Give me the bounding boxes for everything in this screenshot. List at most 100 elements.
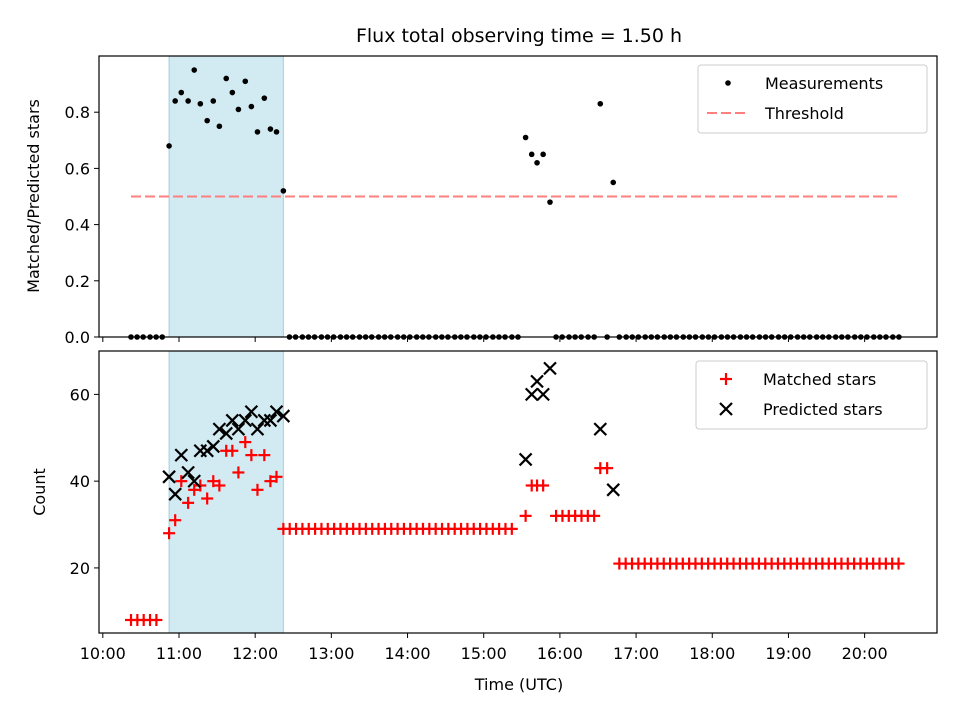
predicted-star-marker bbox=[168, 487, 182, 501]
matched-star-marker bbox=[519, 509, 532, 522]
x-tick-label: 11:00 bbox=[156, 644, 202, 663]
top-legend-box bbox=[697, 64, 928, 134]
matched-star-marker bbox=[232, 466, 245, 479]
x-axis-label: Time (UTC) bbox=[474, 675, 563, 694]
predicted-star-marker bbox=[225, 413, 240, 428]
top-y-axis-label: Matched/Predicted stars bbox=[24, 99, 43, 293]
measurement-point bbox=[210, 98, 217, 104]
matched-star-marker bbox=[182, 496, 195, 509]
measurement-point bbox=[185, 98, 191, 104]
matched-star-marker bbox=[150, 613, 163, 626]
measurement-point bbox=[540, 151, 546, 158]
x-tick-label: 13:00 bbox=[308, 644, 354, 663]
measurement-point bbox=[547, 199, 553, 205]
measurement-point bbox=[534, 159, 540, 166]
predicted-star-marker bbox=[174, 448, 189, 462]
predicted-star-marker bbox=[606, 483, 621, 497]
legend-predicted-marker bbox=[719, 402, 733, 416]
matched-star-marker bbox=[588, 509, 601, 522]
bottom-y-axis-label: Count bbox=[30, 468, 49, 516]
measurement-point bbox=[223, 75, 230, 82]
measurement-point bbox=[610, 179, 617, 186]
predicted-star-marker bbox=[212, 422, 227, 436]
measurement-point bbox=[242, 78, 249, 85]
predicted-star-marker bbox=[200, 444, 214, 458]
predicted-star-marker bbox=[593, 422, 608, 436]
x-tick-label: 17:00 bbox=[613, 644, 659, 663]
predicted-star-marker bbox=[206, 439, 221, 454]
top-y-ticks: 0.0 0.2 0.4 0.6 0.8 bbox=[65, 103, 99, 347]
matched-star-marker bbox=[258, 449, 271, 462]
measurement-point bbox=[197, 100, 204, 107]
x-tick-label: 10:00 bbox=[80, 644, 126, 663]
measurement-point bbox=[267, 126, 274, 132]
matched-star-marker bbox=[251, 483, 264, 496]
measurement-point bbox=[597, 100, 604, 107]
measurement-point bbox=[254, 129, 261, 135]
predicted-star-marker bbox=[518, 452, 533, 467]
measurement-point bbox=[216, 123, 223, 130]
bottom-plot-frame bbox=[98, 350, 938, 634]
bottom-x-ticks: 10:00 11:00 12:00 13:00 14:00 15:00 16:00 17:00… bbox=[80, 633, 888, 663]
legend-predicted-label: Predicted stars bbox=[763, 400, 883, 419]
bottom-legend: Matched stars Predicted stars bbox=[695, 360, 928, 430]
x-tick-label: 16:00 bbox=[537, 644, 583, 663]
legend-measurements-marker bbox=[725, 80, 731, 86]
predicted-star-marker bbox=[219, 426, 234, 441]
measurement-point bbox=[273, 129, 280, 135]
measurement-point bbox=[229, 89, 236, 96]
x-tick-label: 18:00 bbox=[689, 644, 735, 663]
measurement-point bbox=[280, 188, 287, 194]
legend-matched-marker bbox=[720, 373, 732, 385]
matched-star-marker bbox=[270, 470, 283, 483]
matched-star-marker bbox=[537, 479, 550, 492]
legend-matched-label: Matched stars bbox=[763, 370, 876, 389]
chart-title: Flux total observing time = 1.50 h bbox=[356, 25, 682, 47]
matched-star-marker bbox=[169, 514, 182, 527]
matched-star-marker bbox=[163, 527, 176, 540]
predicted-star-points bbox=[162, 361, 621, 501]
matched-star-marker bbox=[213, 479, 226, 492]
bottom-legend-box bbox=[695, 360, 928, 430]
x-tick-label: 20:00 bbox=[842, 644, 888, 663]
x-tick-label: 14:00 bbox=[384, 644, 430, 663]
measurement-point bbox=[522, 134, 529, 141]
predicted-star-marker bbox=[536, 387, 550, 402]
x-tick-label: 19:00 bbox=[765, 644, 811, 663]
top-y-tick-label: 0.2 bbox=[65, 272, 90, 291]
matched-star-marker bbox=[188, 483, 201, 496]
predicted-star-marker bbox=[263, 413, 278, 428]
bottom-panel: 20 40 60 10:00 11:00 12:00 13:00 14:00 15:00 16:… bbox=[30, 350, 938, 694]
predicted-star-marker bbox=[269, 404, 284, 419]
measurement-point bbox=[528, 151, 535, 158]
measurement-point bbox=[248, 103, 255, 110]
measurement-point bbox=[235, 106, 242, 113]
measurement-point bbox=[172, 98, 178, 104]
matched-star-marker bbox=[264, 475, 277, 488]
top-legend: Measurements Threshold bbox=[697, 64, 928, 134]
legend-threshold-label: Threshold bbox=[764, 104, 844, 123]
predicted-star-marker bbox=[162, 470, 176, 484]
matched-star-marker bbox=[226, 444, 239, 457]
top-y-tick-label: 0.0 bbox=[65, 328, 90, 347]
legend-measurements-label: Measurements bbox=[765, 74, 883, 93]
matched-star-marker bbox=[175, 475, 188, 488]
matched-star-marker bbox=[892, 557, 905, 570]
predicted-star-marker bbox=[257, 413, 272, 428]
bottom-y-tick-label: 20 bbox=[70, 559, 90, 578]
x-tick-label: 12:00 bbox=[232, 644, 278, 663]
predicted-star-marker bbox=[524, 387, 539, 402]
matched-star-marker bbox=[194, 479, 207, 492]
measurement-point bbox=[204, 117, 210, 124]
top-y-tick-label: 0.8 bbox=[65, 103, 90, 122]
matched-star-marker bbox=[201, 492, 214, 505]
predicted-star-marker bbox=[276, 409, 291, 423]
top-y-tick-label: 0.4 bbox=[65, 216, 90, 235]
predicted-star-marker bbox=[238, 413, 253, 428]
predicted-star-marker bbox=[250, 422, 265, 436]
top-plot-frame bbox=[98, 55, 938, 338]
matched-star-marker bbox=[207, 475, 220, 488]
predicted-star-marker bbox=[187, 474, 202, 488]
matched-star-points bbox=[124, 436, 905, 626]
